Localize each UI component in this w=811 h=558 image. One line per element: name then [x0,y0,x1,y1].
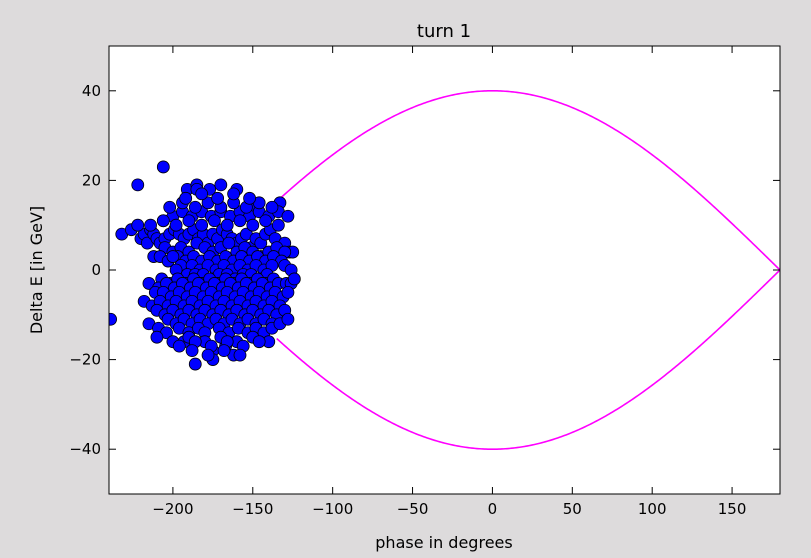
x-tick-label: −100 [312,500,353,518]
scatter-point [195,218,209,232]
scatter-point [172,339,186,353]
y-tick-label: 20 [82,171,101,189]
x-tick-label: −50 [397,500,429,518]
plot-frame [108,45,781,495]
scatter-point [163,200,177,214]
scatter-point [281,285,295,299]
scatter-point [166,250,180,263]
scatter-point [281,209,295,223]
y-tick-label: 40 [82,82,101,100]
scatter-point [182,214,196,228]
scatter-point [208,214,221,228]
scatter-point [131,178,145,192]
scatter-point [259,214,272,228]
scatter-point [188,357,202,371]
x-tick-label: 100 [638,500,667,518]
x-tick-label: 150 [718,500,747,518]
y-tick-label: −20 [69,351,101,369]
axis-ticks: −200 −150 −100 −50 0 50 100 150 40 20 0 −20 −40 [69,46,780,518]
scatter-point [233,214,247,228]
scatter-point [217,344,231,358]
x-tick-label: −200 [152,500,193,518]
scatter-point [252,335,266,349]
x-tick-label: 50 [563,500,582,518]
y-tick-label: −40 [69,440,101,458]
y-axis-label: Delta E [in GeV] [27,206,46,334]
chart-title: turn 1 [417,21,471,42]
scatter-point [156,214,170,228]
scatter-point [169,218,183,232]
x-tick-label: −150 [232,500,273,518]
scatter-point [243,191,256,205]
scatter-point [144,218,157,232]
scatter-point [271,218,285,232]
scatter-point [109,312,117,326]
scatter-point [227,187,241,201]
scatter-point [214,178,228,192]
scatter-point [265,200,279,214]
scatter-point [131,218,145,232]
scatter-point [233,348,247,362]
separatrix-line [276,89,780,451]
scatter-point [220,218,234,232]
scatter-point [188,200,202,214]
plot-marks [109,89,780,451]
scatter-point [211,191,225,205]
scatter-point [179,191,193,205]
x-axis-label: phase in degrees [375,533,512,552]
scatter-point [246,218,260,232]
scatter-point [222,236,236,250]
scatter-point [287,272,301,286]
scatter-point [195,187,209,201]
scatter-point [281,312,295,326]
scatter-point [150,330,164,344]
scatter-point [185,344,199,358]
x-tick-label: 0 [488,500,498,518]
scatter-point [201,348,215,362]
scatter-point [156,160,170,174]
y-tick-label: 0 [91,261,101,279]
